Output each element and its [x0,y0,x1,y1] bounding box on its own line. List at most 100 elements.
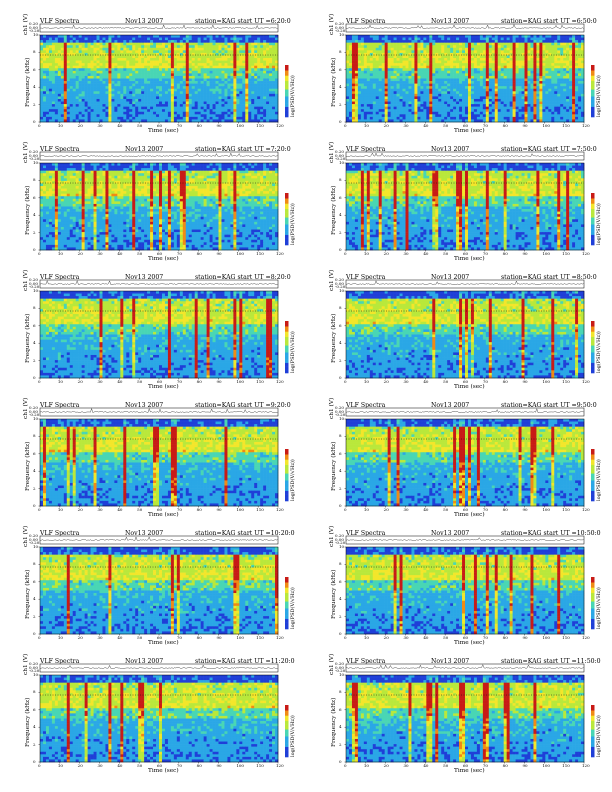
y-tick-label: 4 [339,469,342,473]
y-tick-label: 2 [33,358,36,363]
x-tick-label: 100 [542,508,550,512]
y-tick-label: 4 [339,213,342,217]
x-axis-label: Time (sec) [454,640,485,647]
colorbar-label: log(PSD(V/√Hz)) [596,587,602,629]
colorbar-label: log(PSD(V/√Hz)) [290,331,296,373]
x-tick-label: 0 [38,252,41,256]
x-tick-label: 30 [98,636,103,640]
y-axis-label: Frequency (kHz) [331,698,338,747]
y-tick-label: 8 [339,562,342,566]
colorbar-label: log(PSD(V/√Hz)) [596,203,602,245]
ch1-trace [39,407,278,413]
y-tick-label: 8 [33,178,36,182]
ch-axis-label: ch1 (V) [329,270,336,291]
y-tick-label: 10 [33,161,38,165]
ch-axis-label: ch1 (V) [23,270,30,291]
colorbar [285,577,289,630]
y-tick-label: 10 [33,417,38,421]
x-tick-label: 50 [137,380,142,384]
y-tick-label: 2 [33,102,36,107]
ch1-trace [39,280,278,285]
date-label: Nov13 2007 [125,274,163,281]
start-time: 7:20:0 [271,146,291,153]
x-tick-label: 50 [443,124,448,128]
x-tick-label: 80 [197,636,202,640]
x-tick-label: 40 [423,636,428,640]
x-tick-label: 80 [197,380,202,384]
x-tick-label: 0 [344,508,347,512]
x-tick-label: 10 [364,636,369,640]
x-tick-label: 50 [137,508,142,512]
x-axis-label: Time (sec) [148,512,179,519]
ch-tick-label: 0.20 [335,662,344,666]
y-tick-label: 4 [33,213,36,217]
y-tick-label: 6 [339,323,342,328]
ch-tick-label: -0.20 [29,29,39,33]
ch1-trace [39,536,278,541]
spectrogram-panel: VLF Spectra Nov13 2007 station=KAG start U… [0,261,306,390]
start-prefix: start UT = [543,658,576,665]
x-tick-label: 120 [582,636,590,640]
x-tick-label: 110 [562,636,570,640]
colorbar [591,321,595,374]
figure-title: VLF Spectra [40,274,79,281]
figure-title: VLF Spectra [40,530,79,537]
spectrogram-panel: VLF Spectra Nov13 2007 station=KAG start U… [306,133,612,262]
x-tick-label: 50 [137,636,142,640]
station-label: station=KAG [195,530,236,537]
ch1-trace [346,152,584,157]
x-tick-label: 40 [117,636,122,640]
y-tick-label: 6 [33,195,36,200]
colorbar [591,449,595,502]
x-tick-label: 90 [523,636,528,640]
x-tick-label: 50 [137,764,142,768]
x-tick-label: 80 [197,508,202,512]
y-tick-label: 4 [33,85,36,89]
y-tick-label: 8 [339,434,342,438]
x-tick-label: 90 [523,252,528,256]
x-tick-label: 110 [562,764,570,768]
x-tick-label: 0 [344,636,347,640]
start-prefix: start UT = [543,146,576,153]
ch-tick-label: 0.20 [29,150,38,154]
start-time: 9:50:0 [577,402,597,409]
y-tick-label: 2 [33,230,36,235]
y-tick-label: 10 [339,673,344,677]
x-tick-label: 30 [98,252,103,256]
ch-tick-label: -0.20 [29,413,39,417]
station-label: station=KAG [501,18,542,25]
colorbar-label: log(PSD(V/√Hz)) [596,715,602,757]
x-tick-label: 90 [523,508,528,512]
x-tick-label: 30 [404,380,409,384]
spectrogram-panel: VLF Spectra Nov13 2007 station=KAG start U… [0,517,306,646]
spectrogram-cells [346,675,585,763]
y-tick-label: 6 [339,67,342,72]
x-axis-label: Time (sec) [454,768,485,775]
y-tick-label: 8 [339,306,342,310]
colorbar-label: log(PSD(V/√Hz)) [290,715,296,757]
x-tick-label: 60 [463,124,468,128]
x-tick-label: 50 [137,124,142,128]
spectrogram-cells [40,675,279,763]
x-tick-label: 50 [443,252,448,256]
x-tick-label: 60 [463,508,468,512]
y-axis-label: Frequency (kHz) [25,58,32,107]
ch1-trace [39,24,278,29]
ch1-trace [345,537,584,541]
x-tick-label: 40 [423,252,428,256]
x-tick-label: 50 [137,252,142,256]
x-tick-label: 70 [177,252,182,256]
station-label: station=KAG [195,146,236,153]
ch-tick-label: 0.20 [335,534,344,538]
ch-axis-label: ch1 (V) [23,142,30,163]
station-start-label: station=KAG start UT =8:20:0 [195,274,291,281]
colorbar [285,193,289,246]
y-tick-label: 8 [339,690,342,694]
start-time: 8:50:0 [577,274,597,281]
start-time: 7:50:0 [577,146,597,153]
station-start-label: station=KAG start UT =8:50:0 [501,274,597,281]
colorbar [285,321,289,374]
figure-title: VLF Spectra [346,658,385,665]
x-axis-label: Time (sec) [454,512,485,519]
